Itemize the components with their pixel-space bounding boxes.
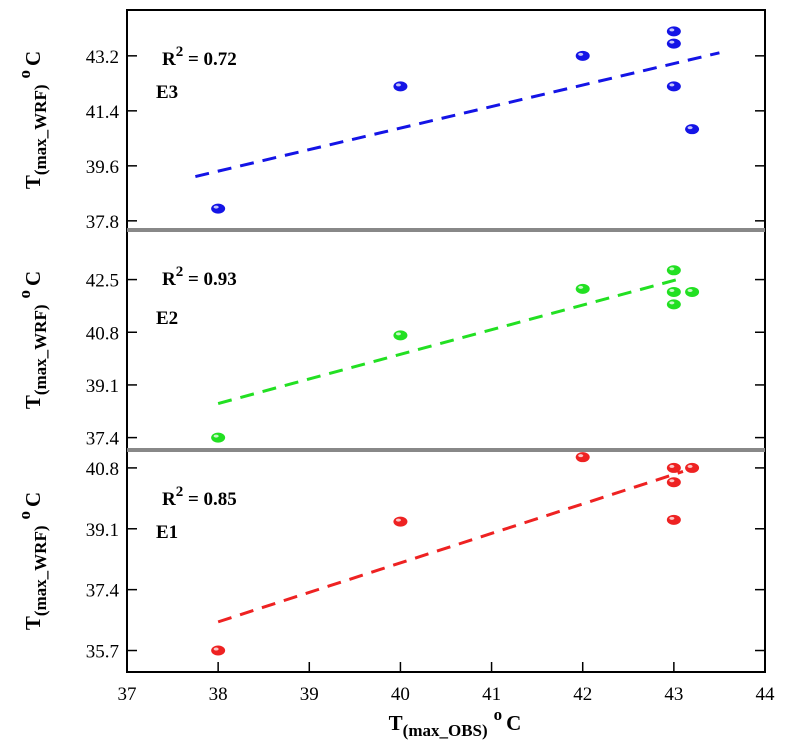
data-point-highlight xyxy=(669,83,675,87)
data-point-highlight xyxy=(578,454,584,458)
data-point-e1 xyxy=(211,645,226,656)
data-point-highlight xyxy=(669,40,675,44)
x-tick-label: 42 xyxy=(573,684,592,705)
data-point-highlight xyxy=(669,267,675,271)
data-point-e3 xyxy=(666,38,681,49)
x-tick-label: 43 xyxy=(664,684,683,705)
data-point-e2 xyxy=(685,286,700,297)
panel-e2: 37.4 39.1 40.8 42.5 R2 = 0.93 E2 xyxy=(86,264,765,450)
data-point-e1 xyxy=(685,462,700,473)
data-point-e1 xyxy=(666,514,681,525)
data-point-highlight xyxy=(395,518,401,522)
x-tick-label: 37 xyxy=(118,684,137,705)
y-tick-label: 41.4 xyxy=(86,102,120,123)
r2-label-e1: R2 = 0.85 xyxy=(162,484,237,510)
x-tick-label: 38 xyxy=(209,684,228,705)
x-tick-label: 39 xyxy=(300,684,319,705)
data-point-e3 xyxy=(393,81,408,92)
y-tick-label: 35.7 xyxy=(86,642,119,663)
y-tick-label: 43.2 xyxy=(86,47,119,68)
plot-frame xyxy=(126,9,766,673)
data-point-e2 xyxy=(575,283,590,294)
data-point-highlight xyxy=(669,301,675,305)
y-tick-label: 40.8 xyxy=(86,459,119,480)
data-point-e1 xyxy=(393,516,408,527)
panels-layer: 37.8 39.6 41.4 43.2 R2 = 0.72 E3 37.4 39.1 40.8 4… xyxy=(86,26,765,663)
titles-layer: T(max_WRF)oC T(max_WRF)oC T(max_WRF)oC T(ma… xyxy=(15,51,521,740)
y-tick-label: 40.8 xyxy=(86,323,119,344)
data-point-highlight xyxy=(669,479,675,483)
series-label-e3: E3 xyxy=(156,82,178,103)
y-axis-title: T(max_WRF)oC xyxy=(15,271,50,409)
data-point-highlight xyxy=(395,332,401,336)
panel-separator xyxy=(127,448,765,452)
r2-label-e3: R2 = 0.72 xyxy=(162,44,237,70)
data-point-e1 xyxy=(666,462,681,473)
y-tick-label: 37.8 xyxy=(86,212,119,233)
data-point-e3 xyxy=(575,50,590,61)
data-point-e2 xyxy=(666,265,681,276)
fit-line-e1 xyxy=(217,470,684,624)
y-tick-label: 39.1 xyxy=(86,520,119,541)
axes-layer: 37 38 39 40 41 42 43 44 xyxy=(118,9,776,705)
series-label-e2: E2 xyxy=(156,308,178,329)
fit-line-e3 xyxy=(195,51,720,178)
data-point-highlight xyxy=(578,285,584,289)
data-point-e2 xyxy=(666,286,681,297)
series-label-e1: E1 xyxy=(156,522,178,543)
panel-e3: 37.8 39.6 41.4 43.2 R2 = 0.72 E3 xyxy=(86,26,765,233)
data-point-highlight xyxy=(213,434,219,438)
data-point-highlight xyxy=(687,126,693,130)
panel-separator xyxy=(127,228,765,232)
data-point-highlight xyxy=(669,464,675,468)
data-point-highlight xyxy=(395,83,401,87)
x-tick-label: 41 xyxy=(482,684,501,705)
data-point-e3 xyxy=(666,81,681,92)
fit-line-e2 xyxy=(217,276,684,405)
data-point-highlight xyxy=(669,28,675,32)
data-point-e1 xyxy=(666,477,681,488)
y-tick-label: 39.6 xyxy=(86,157,119,178)
data-point-highlight xyxy=(687,288,693,292)
data-point-highlight xyxy=(578,52,584,56)
panel-e1: 35.7 37.4 39.1 40.8 R2 = 0.85 E1 xyxy=(86,452,765,663)
data-point-e1 xyxy=(575,452,590,463)
data-point-e3 xyxy=(685,124,700,135)
x-tick-label: 40 xyxy=(391,684,410,705)
data-point-highlight xyxy=(687,464,693,468)
y-tick-label: 37.4 xyxy=(86,429,120,450)
x-tick-label: 44 xyxy=(756,684,776,705)
r2-label-e2: R2 = 0.93 xyxy=(162,264,237,290)
data-point-highlight xyxy=(213,205,219,209)
data-point-highlight xyxy=(213,647,219,651)
data-point-e3 xyxy=(211,203,226,214)
data-point-e2 xyxy=(666,299,681,310)
data-point-e2 xyxy=(211,432,226,443)
y-tick-label: 39.1 xyxy=(86,376,119,397)
data-point-highlight xyxy=(669,516,675,520)
y-tick-label: 37.4 xyxy=(86,581,120,602)
y-axis-title: T(max_WRF)oC xyxy=(15,492,50,630)
y-axis-title: T(max_WRF)oC xyxy=(15,51,50,189)
y-tick-label: 42.5 xyxy=(86,271,119,292)
data-point-highlight xyxy=(669,288,675,292)
data-point-e2 xyxy=(393,330,408,341)
data-point-e3 xyxy=(666,26,681,37)
x-axis-title: T(max_OBS)o C xyxy=(389,705,522,740)
